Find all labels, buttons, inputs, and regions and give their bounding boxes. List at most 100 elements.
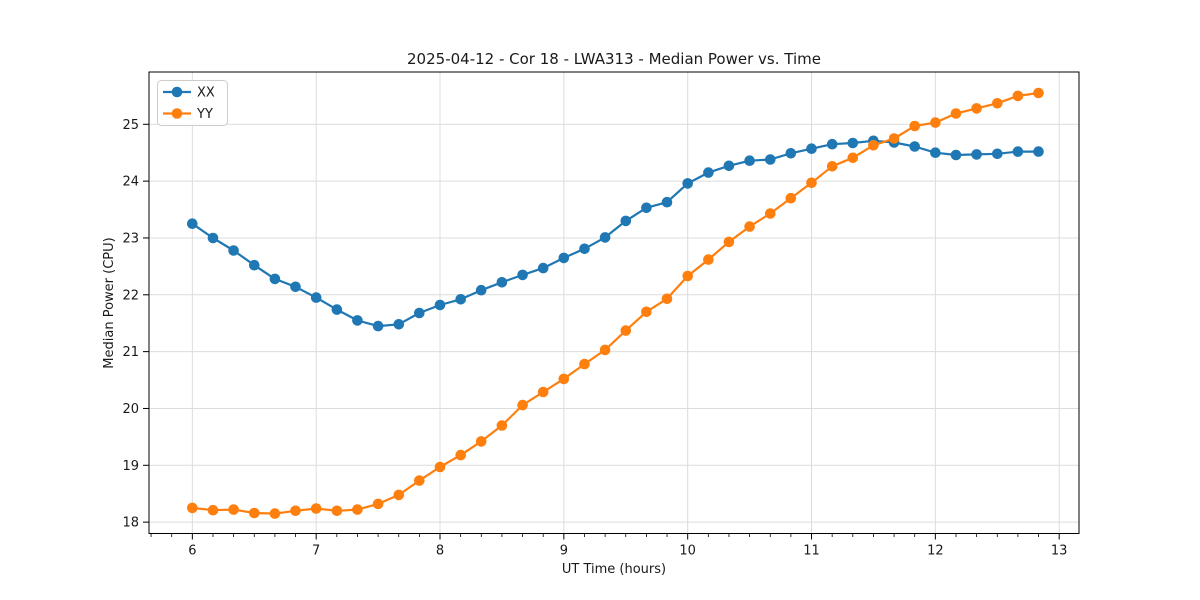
data-point-xx xyxy=(455,294,467,305)
legend-marker-yy xyxy=(171,108,183,119)
x-tick-label: 7 xyxy=(312,544,320,559)
data-point-yy xyxy=(641,306,652,318)
y-tick-label: 18 xyxy=(122,516,139,531)
data-point-yy xyxy=(682,270,693,282)
grid-layer xyxy=(149,72,1079,534)
data-point-yy xyxy=(888,133,900,144)
data-point-xx xyxy=(558,252,570,264)
data-point-yy xyxy=(207,504,219,516)
data-point-xx xyxy=(909,141,920,152)
legend: XX YY xyxy=(157,80,228,126)
data-point-yy xyxy=(765,208,776,219)
y-tick-label: 23 xyxy=(122,231,139,246)
x-tick-label: 6 xyxy=(188,544,196,559)
y-tick-label: 19 xyxy=(122,459,139,474)
data-point-yy xyxy=(930,117,941,128)
x-tick-label: 9 xyxy=(560,544,568,559)
chart-title: 2025-04-12 - Cor 18 - LWA313 - Median Po… xyxy=(407,50,821,68)
data-point-xx xyxy=(517,269,528,281)
data-point-xx xyxy=(475,284,487,296)
data-point-xx xyxy=(744,155,755,166)
data-point-xx xyxy=(537,262,549,274)
x-tick-label: 13 xyxy=(1051,544,1068,559)
data-point-xx xyxy=(950,149,962,161)
data-point-xx xyxy=(187,218,198,229)
data-point-yy xyxy=(310,503,322,514)
y-tick-label: 24 xyxy=(122,175,139,190)
data-point-yy xyxy=(517,399,528,411)
data-point-yy xyxy=(785,192,797,204)
y-axis-label: Median Power (CPU) xyxy=(102,237,117,368)
data-point-xx xyxy=(269,273,281,285)
data-point-xx xyxy=(661,196,673,208)
data-point-yy xyxy=(579,358,590,370)
legend-label-xx: XX xyxy=(197,86,215,101)
data-point-xx xyxy=(414,307,425,319)
data-point-yy xyxy=(455,449,467,461)
data-point-yy xyxy=(1033,87,1044,99)
series-layer xyxy=(187,87,1044,519)
data-point-yy xyxy=(1012,90,1024,102)
data-point-yy xyxy=(558,373,570,385)
data-point-yy xyxy=(744,221,755,232)
data-point-xx xyxy=(723,160,735,172)
data-point-xx xyxy=(826,138,838,150)
data-point-yy xyxy=(620,325,632,336)
legend-box xyxy=(157,80,228,126)
x-tick-label: 12 xyxy=(927,544,944,559)
data-point-xx xyxy=(992,148,1003,160)
y-tick-label: 22 xyxy=(122,288,139,303)
data-point-yy xyxy=(806,177,817,189)
data-point-yy xyxy=(290,505,301,517)
data-point-yy xyxy=(826,161,838,172)
data-point-yy xyxy=(909,120,920,132)
data-point-yy xyxy=(331,505,343,517)
data-point-yy xyxy=(868,140,879,151)
data-point-xx xyxy=(434,299,446,311)
data-point-xx xyxy=(930,147,941,158)
data-point-yy xyxy=(723,236,735,248)
data-point-xx xyxy=(496,277,508,288)
data-point-yy xyxy=(599,344,611,356)
x-tick-label: 8 xyxy=(436,544,444,559)
data-point-xx xyxy=(703,167,714,178)
y-tick-label: 21 xyxy=(122,345,139,360)
data-point-yy xyxy=(475,436,487,447)
data-point-xx xyxy=(1012,146,1024,157)
data-point-yy xyxy=(372,498,384,510)
data-point-xx xyxy=(785,148,797,159)
data-point-yy xyxy=(352,504,363,515)
y-tick-label: 20 xyxy=(122,402,139,417)
data-point-yy xyxy=(434,461,446,473)
data-point-yy xyxy=(537,386,549,398)
data-point-yy xyxy=(228,504,239,515)
data-point-yy xyxy=(414,475,425,486)
data-point-xx xyxy=(352,315,363,326)
legend-marker-xx xyxy=(171,86,183,98)
data-point-xx xyxy=(847,137,859,149)
data-point-xx xyxy=(393,319,405,330)
data-point-xx xyxy=(228,245,239,256)
data-point-xx xyxy=(641,202,652,214)
series-line-yy xyxy=(191,91,1040,515)
data-point-yy xyxy=(950,108,962,119)
data-point-xx xyxy=(207,232,219,244)
tick-layer: 6 7 8 9 10 11 12 13 18 19 20 21 22 23 24 25 xyxy=(122,118,1067,559)
data-point-xx xyxy=(579,243,590,255)
data-point-xx xyxy=(249,259,260,271)
data-point-yy xyxy=(249,507,260,519)
data-point-yy xyxy=(496,420,508,431)
data-point-xx xyxy=(620,215,632,227)
data-point-xx xyxy=(372,320,384,332)
data-point-xx xyxy=(310,292,322,303)
data-point-yy xyxy=(971,103,982,114)
data-point-yy xyxy=(847,152,859,164)
data-point-yy xyxy=(992,98,1003,109)
plot-border xyxy=(148,71,1080,534)
data-point-yy xyxy=(187,502,198,514)
data-point-xx xyxy=(290,281,301,293)
data-point-xx xyxy=(971,149,982,160)
y-tick-label: 25 xyxy=(122,118,139,133)
data-point-xx xyxy=(1033,146,1044,157)
data-point-xx xyxy=(599,232,611,243)
